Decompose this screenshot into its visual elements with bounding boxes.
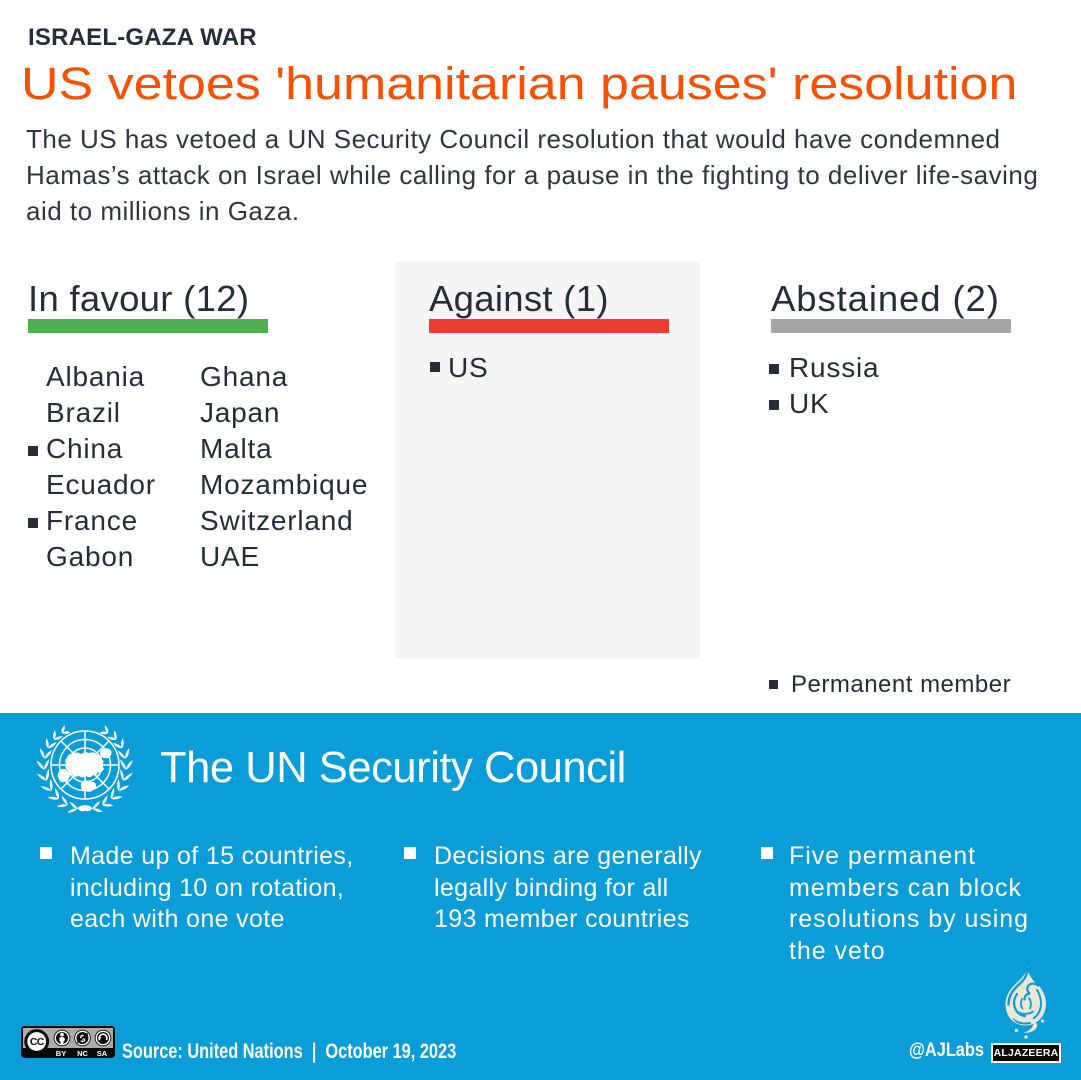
svg-text:SA: SA [97,1049,108,1058]
svg-text:CC: CC [30,1036,45,1048]
svg-text:BY: BY [56,1049,66,1058]
svg-text:$: $ [80,1034,86,1045]
svg-text:NC: NC [77,1049,88,1058]
